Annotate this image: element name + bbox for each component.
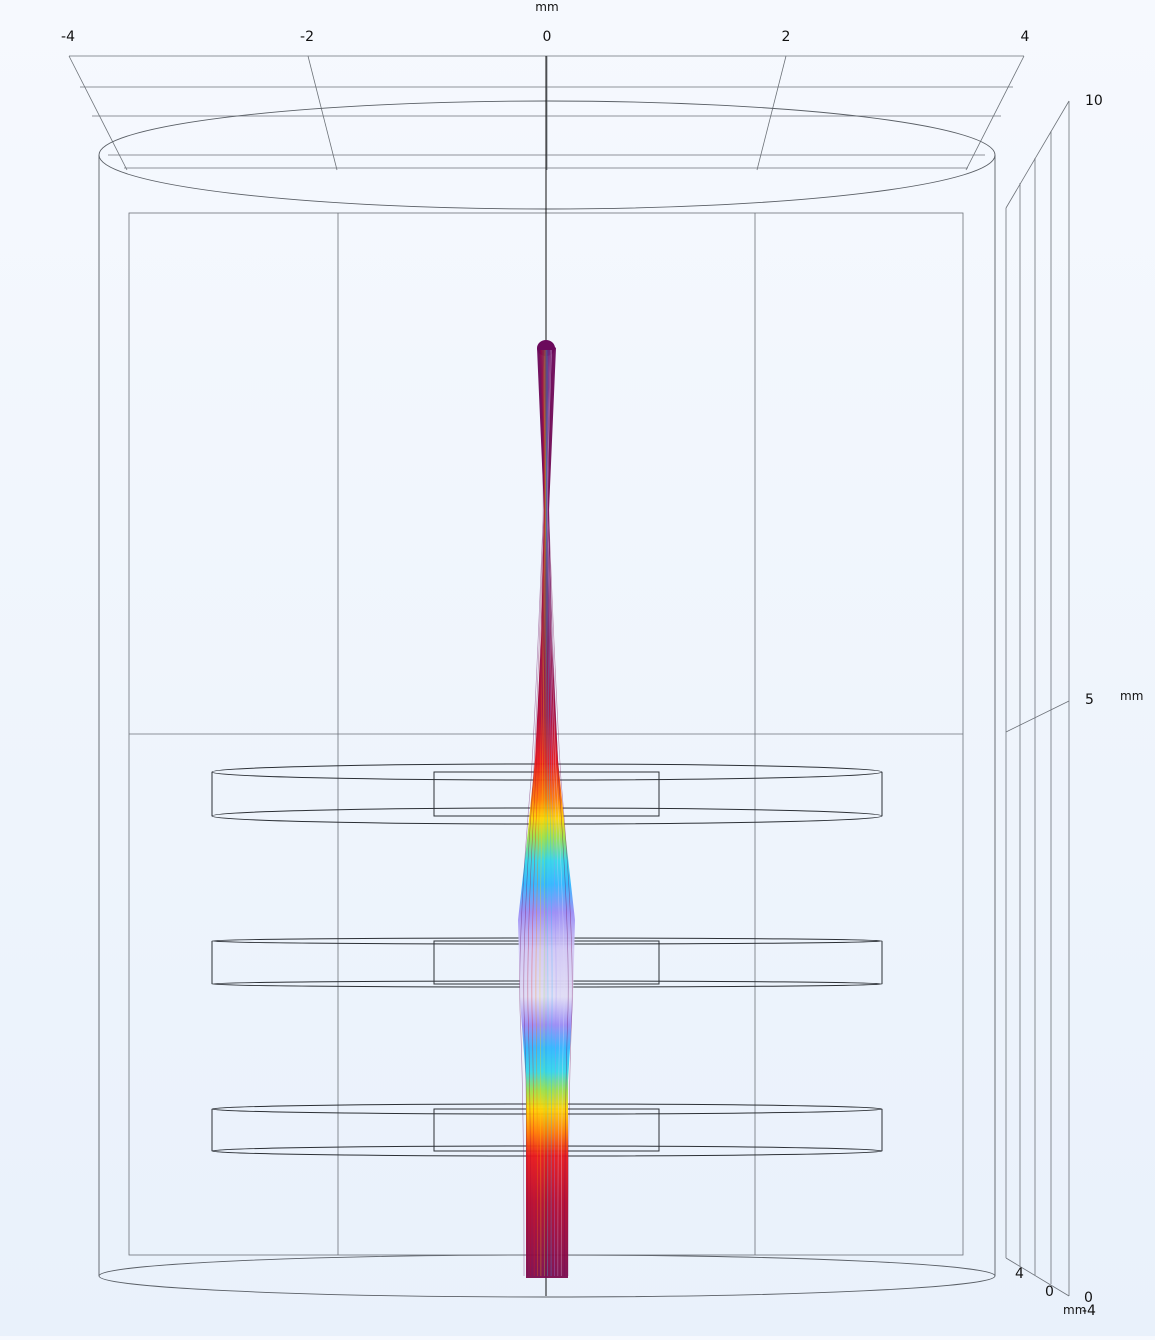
particle-beam [518,340,575,1278]
depth-tick-label: 0 [1045,1284,1054,1300]
top-tick-label: -4 [61,29,75,45]
trajectory-line [519,349,544,1277]
top-tick-label: -2 [300,29,314,45]
trajectory-line [547,349,561,1277]
trajectory-line [523,349,544,1277]
trajectory-line [535,349,546,1277]
trajectory-line [546,349,553,1277]
trajectory-line [547,349,565,1277]
trajectory-line [531,349,545,1277]
trajectory-line [545,349,549,1277]
top-axis: mm -4 -2 0 2 4 [61,0,1030,45]
outer-cylinder [98,100,996,1298]
right-axis: 10 5 mm 0 [1084,93,1143,1306]
depth-tick-label: 4 [1015,1266,1024,1282]
trajectory-line [539,349,546,1277]
depth-axis-unit: mm [1063,1303,1086,1317]
top-tick-label: 4 [1021,29,1030,45]
top-axis-unit: mm [535,0,558,14]
right-tick-label: 0 [1084,1290,1093,1306]
depth-axis: 4 0 mm -4 [1015,1266,1096,1319]
trajectory-line [548,349,573,1277]
depth-tick-label: -4 [1082,1303,1096,1319]
trajectory-line [527,349,545,1277]
right-tick-label: 10 [1085,93,1103,109]
trajectory-line [546,349,557,1277]
top-tick-label: 2 [782,29,791,45]
top-tick-label: 0 [543,29,552,45]
side-axis-panel [1005,100,1070,1297]
trajectory-line [543,349,547,1277]
right-axis-unit: mm [1120,689,1143,703]
right-tick-label: 5 [1085,692,1094,708]
trajectory-line [548,349,569,1277]
